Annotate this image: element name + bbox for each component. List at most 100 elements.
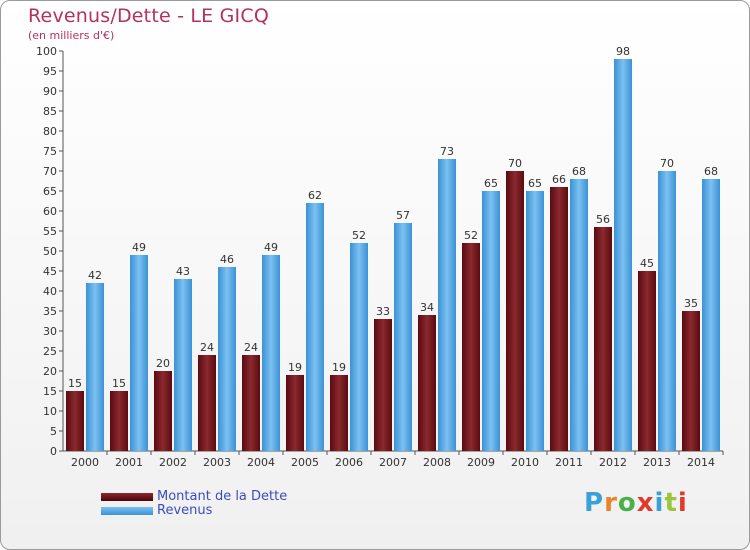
y-tick-label: 20	[43, 365, 57, 378]
value-label-debt: 24	[200, 341, 214, 354]
bar-revenue	[350, 243, 368, 451]
bar-revenue	[130, 255, 148, 451]
bar-debt	[286, 375, 304, 451]
value-label-debt: 45	[640, 257, 654, 270]
logo-letter: P	[584, 488, 605, 518]
x-tick-label: 2014	[687, 456, 715, 469]
y-tick-label: 75	[43, 145, 57, 158]
value-label-revenue: 68	[704, 165, 718, 178]
value-label-revenue: 73	[440, 145, 454, 158]
y-tick-label: 95	[43, 65, 57, 78]
value-label-revenue: 68	[572, 165, 586, 178]
bar-revenue	[86, 283, 104, 451]
y-tick-label: 100	[36, 45, 57, 58]
bar-debt	[154, 371, 172, 451]
y-tick-label: 60	[43, 205, 57, 218]
value-label-debt: 35	[684, 297, 698, 310]
bar-revenue	[482, 191, 500, 451]
logo-letter: t	[664, 488, 678, 518]
bar-debt	[550, 187, 568, 451]
bar-revenue	[218, 267, 236, 451]
value-label-revenue: 43	[176, 265, 190, 278]
bar-revenue	[174, 279, 192, 451]
bar-debt	[330, 375, 348, 451]
y-tick-label: 90	[43, 85, 57, 98]
value-label-debt: 33	[376, 305, 390, 318]
value-label-revenue: 98	[616, 45, 630, 58]
x-tick-label: 2006	[335, 456, 363, 469]
x-tick-label: 2011	[555, 456, 583, 469]
bar-debt	[418, 315, 436, 451]
bar-debt	[506, 171, 524, 451]
value-label-debt: 66	[552, 173, 566, 186]
bar-debt	[374, 319, 392, 451]
y-tick-label: 45	[43, 265, 57, 278]
y-tick-label: 25	[43, 345, 57, 358]
legend-label-revenue: Revenus	[157, 503, 213, 518]
legend-swatch-debt	[101, 492, 153, 501]
y-tick-label: 10	[43, 405, 57, 418]
value-label-debt: 52	[464, 229, 478, 242]
bar-debt	[594, 227, 612, 451]
x-tick-label: 2001	[115, 456, 143, 469]
bar-revenue	[658, 171, 676, 451]
bar-debt	[638, 271, 656, 451]
value-label-revenue: 57	[396, 209, 410, 222]
y-tick-label: 30	[43, 325, 57, 338]
value-label-revenue: 65	[528, 177, 542, 190]
x-tick-label: 2007	[379, 456, 407, 469]
bar-debt	[198, 355, 216, 451]
value-label-debt: 19	[288, 361, 302, 374]
x-tick-label: 2004	[247, 456, 275, 469]
chart-subtitle: (en milliers d'€)	[28, 29, 115, 42]
bar-debt	[66, 391, 84, 451]
bar-revenue	[262, 255, 280, 451]
x-tick-label: 2003	[203, 456, 231, 469]
bar-revenue	[614, 59, 632, 451]
value-label-revenue: 62	[308, 189, 322, 202]
legend-item-debt: Montant de la Dette	[101, 489, 287, 504]
x-tick-label: 2012	[599, 456, 627, 469]
y-tick-label: 50	[43, 245, 57, 258]
x-tick-label: 2009	[467, 456, 495, 469]
value-label-debt: 15	[112, 377, 126, 390]
bar-debt	[462, 243, 480, 451]
bar-debt	[682, 311, 700, 451]
y-tick-label: 80	[43, 125, 57, 138]
bar-revenue	[438, 159, 456, 451]
logo-letter: i	[677, 488, 688, 518]
bar-revenue	[526, 191, 544, 451]
value-label-debt: 15	[68, 377, 82, 390]
value-label-revenue: 49	[264, 241, 278, 254]
x-tick-label: 2008	[423, 456, 451, 469]
bar-revenue	[702, 179, 720, 451]
y-tick-label: 35	[43, 305, 57, 318]
chart-title: Revenus/Dette - LE GICQ	[28, 5, 269, 27]
proxiti-logo: Proxiti	[584, 488, 688, 518]
bar-debt	[110, 391, 128, 451]
bar-debt	[242, 355, 260, 451]
x-tick-label: 2000	[71, 456, 99, 469]
value-label-revenue: 52	[352, 229, 366, 242]
logo-letter: o	[617, 488, 637, 518]
legend-item-revenue: Revenus	[101, 503, 212, 518]
value-label-debt: 19	[332, 361, 346, 374]
x-tick-label: 2013	[643, 456, 671, 469]
value-label-revenue: 70	[660, 157, 674, 170]
y-tick-label: 55	[43, 225, 57, 238]
legend-swatch-revenue	[101, 506, 153, 515]
y-tick-label: 0	[50, 445, 57, 458]
y-tick-label: 70	[43, 165, 57, 178]
x-tick-label: 2010	[511, 456, 539, 469]
bar-revenue	[394, 223, 412, 451]
value-label-revenue: 46	[220, 253, 234, 266]
y-tick-label: 85	[43, 105, 57, 118]
value-label-debt: 56	[596, 213, 610, 226]
value-label-debt: 70	[508, 157, 522, 170]
value-label-revenue: 42	[88, 269, 102, 282]
y-tick-label: 40	[43, 285, 57, 298]
value-label-debt: 34	[420, 301, 434, 314]
value-label-revenue: 49	[132, 241, 146, 254]
